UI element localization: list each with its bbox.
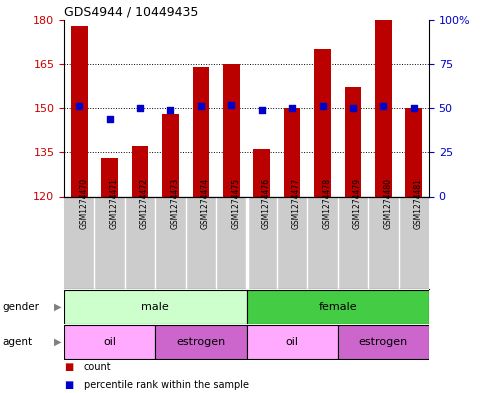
Bar bbox=[405, 108, 422, 196]
Text: GSM1274478: GSM1274478 bbox=[322, 178, 331, 230]
Point bbox=[136, 105, 144, 111]
Text: GSM1274473: GSM1274473 bbox=[171, 178, 179, 230]
Text: percentile rank within the sample: percentile rank within the sample bbox=[84, 380, 249, 390]
Text: GSM1274480: GSM1274480 bbox=[384, 178, 392, 230]
Text: GSM1274481: GSM1274481 bbox=[414, 178, 423, 230]
Text: GSM1274477: GSM1274477 bbox=[292, 178, 301, 230]
Text: ▶: ▶ bbox=[54, 301, 62, 312]
Text: ■: ■ bbox=[64, 380, 73, 390]
Bar bbox=[193, 67, 209, 196]
Bar bbox=[246, 290, 429, 323]
Text: male: male bbox=[141, 301, 169, 312]
Point bbox=[75, 103, 83, 109]
Bar bbox=[375, 20, 391, 196]
Text: GSM1274479: GSM1274479 bbox=[353, 178, 362, 230]
Point bbox=[227, 101, 235, 108]
Text: agent: agent bbox=[2, 337, 33, 347]
Bar bbox=[223, 64, 240, 196]
Point bbox=[410, 105, 418, 111]
Point bbox=[197, 103, 205, 109]
Point bbox=[167, 107, 175, 113]
Bar bbox=[71, 26, 88, 196]
Text: GSM1274474: GSM1274474 bbox=[201, 178, 210, 230]
Bar bbox=[345, 87, 361, 196]
Point bbox=[318, 103, 326, 109]
Bar bbox=[246, 325, 338, 359]
Text: oil: oil bbox=[285, 337, 299, 347]
Text: count: count bbox=[84, 362, 111, 373]
Text: GSM1274476: GSM1274476 bbox=[262, 178, 271, 230]
Bar bbox=[162, 114, 179, 196]
Text: oil: oil bbox=[103, 337, 116, 347]
Text: GSM1274470: GSM1274470 bbox=[79, 178, 88, 230]
Text: estrogen: estrogen bbox=[359, 337, 408, 347]
Text: GSM1274472: GSM1274472 bbox=[140, 178, 149, 230]
Text: estrogen: estrogen bbox=[176, 337, 225, 347]
Text: gender: gender bbox=[2, 301, 39, 312]
Point bbox=[288, 105, 296, 111]
Point bbox=[349, 105, 357, 111]
Text: GSM1274471: GSM1274471 bbox=[109, 178, 119, 230]
Point bbox=[380, 103, 387, 109]
Bar bbox=[64, 290, 246, 323]
Text: female: female bbox=[318, 301, 357, 312]
Bar bbox=[284, 108, 300, 196]
Text: ▶: ▶ bbox=[54, 337, 62, 347]
Bar bbox=[132, 146, 148, 196]
Point bbox=[106, 116, 113, 122]
Bar bbox=[102, 158, 118, 196]
Text: GSM1274475: GSM1274475 bbox=[231, 178, 240, 230]
Bar bbox=[155, 325, 246, 359]
Text: ■: ■ bbox=[64, 362, 73, 373]
Bar bbox=[64, 325, 155, 359]
Bar bbox=[338, 325, 429, 359]
Point bbox=[258, 107, 266, 113]
Bar bbox=[253, 149, 270, 196]
Text: GDS4944 / 10449435: GDS4944 / 10449435 bbox=[64, 6, 199, 18]
Bar bbox=[314, 49, 331, 196]
